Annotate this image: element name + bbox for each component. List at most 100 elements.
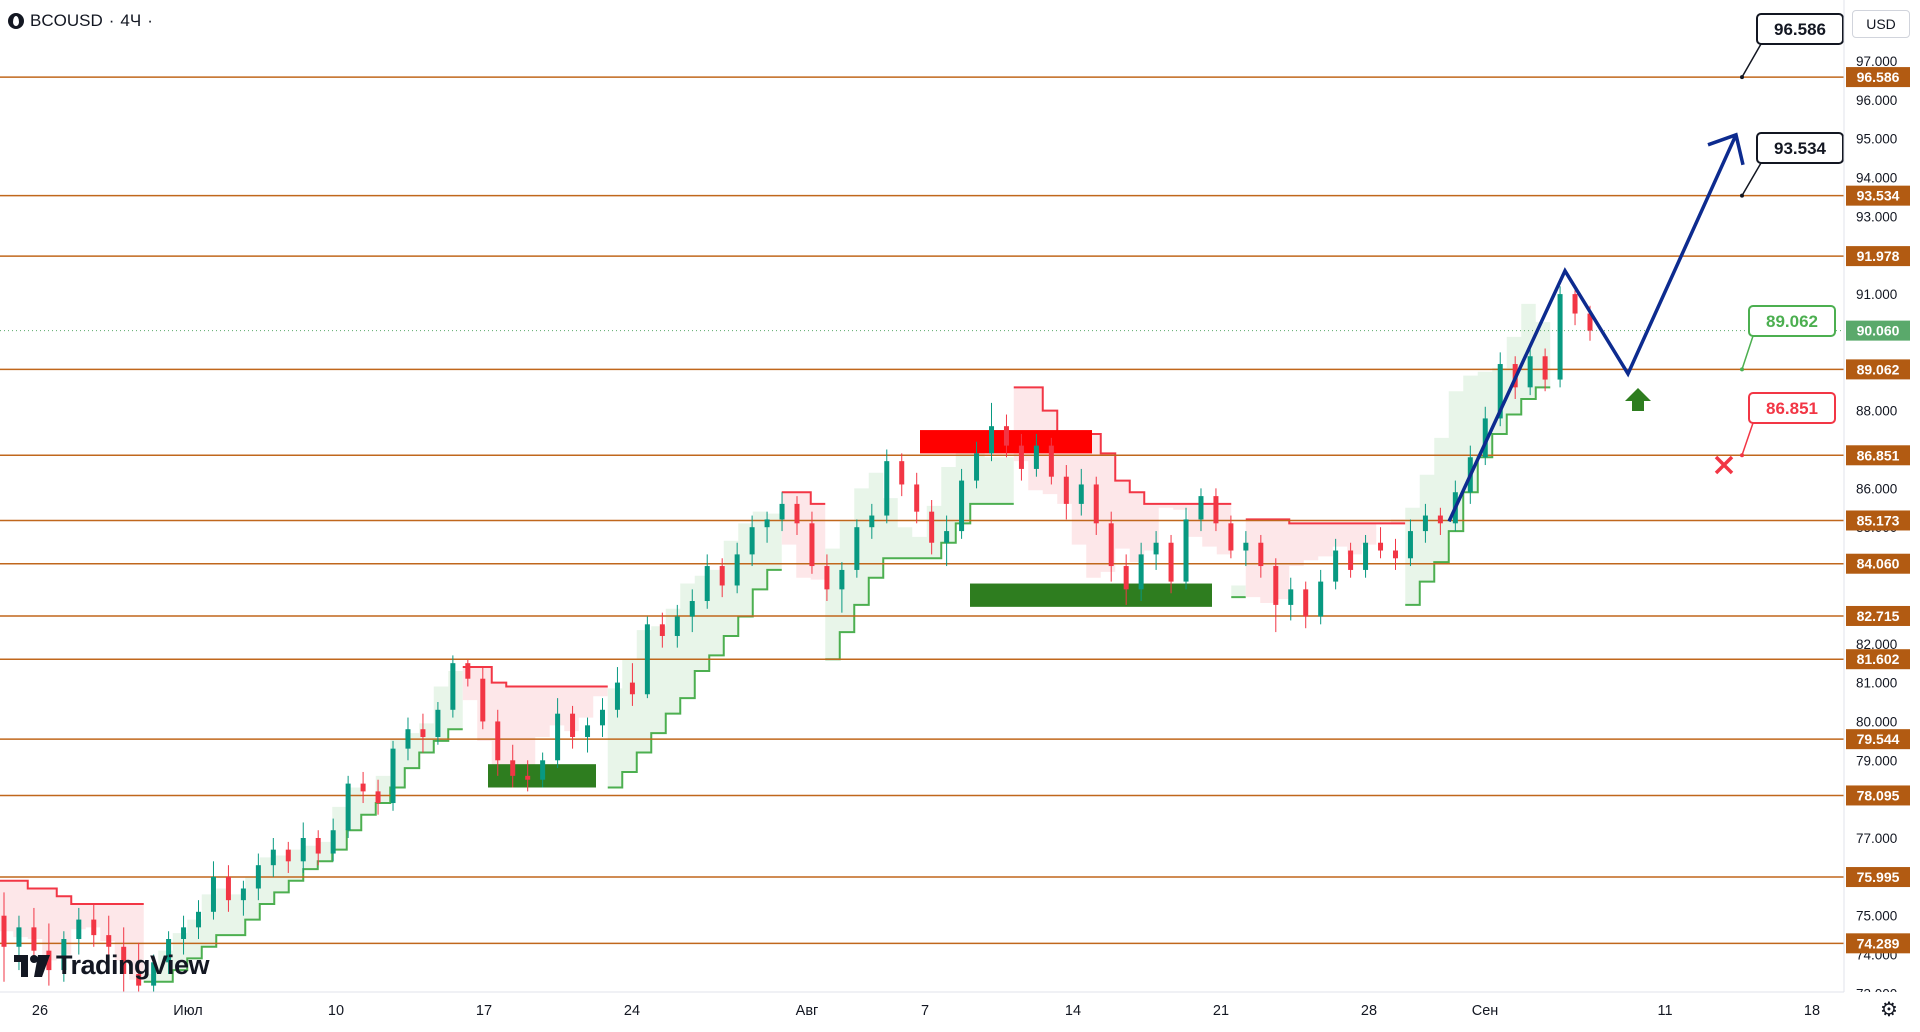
candle-body[interactable] xyxy=(779,503,785,520)
candle-body[interactable] xyxy=(540,760,546,780)
currency-button[interactable]: USD xyxy=(1852,10,1910,38)
candle-body[interactable] xyxy=(240,888,246,901)
candle-body[interactable] xyxy=(315,838,321,854)
candle-body[interactable] xyxy=(1018,445,1024,469)
candle-body[interactable] xyxy=(435,709,441,737)
candle-body[interactable] xyxy=(1542,356,1548,380)
candle-body[interactable] xyxy=(1093,484,1099,524)
candle-body[interactable] xyxy=(1363,542,1369,570)
candle-body[interactable] xyxy=(599,709,605,726)
callout-box[interactable] xyxy=(1748,305,1836,337)
candle-body[interactable] xyxy=(1153,542,1159,555)
candle-body[interactable] xyxy=(1048,445,1054,477)
candle-body[interactable] xyxy=(1527,356,1533,388)
level-axis-label[interactable] xyxy=(1846,445,1910,466)
candle-body[interactable] xyxy=(210,876,216,912)
level-axis-label[interactable] xyxy=(1846,510,1910,531)
candle-body[interactable] xyxy=(555,713,561,761)
level-axis-label[interactable] xyxy=(1846,359,1910,380)
candle-body[interactable] xyxy=(46,950,52,971)
candle-body[interactable] xyxy=(809,523,815,567)
candle-body[interactable] xyxy=(1587,313,1593,331)
candle-body[interactable] xyxy=(570,713,576,737)
candle-body[interactable] xyxy=(974,453,980,481)
candle-body[interactable] xyxy=(345,783,351,831)
candle-body[interactable] xyxy=(884,461,890,516)
level-axis-label[interactable] xyxy=(1846,67,1910,88)
candle-body[interactable] xyxy=(31,927,37,951)
candle-body[interactable] xyxy=(1078,484,1084,504)
candle-body[interactable] xyxy=(166,939,172,963)
candle-body[interactable] xyxy=(525,775,531,780)
candle-body[interactable] xyxy=(1303,589,1309,617)
candle-body[interactable] xyxy=(420,729,426,737)
candle-body[interactable] xyxy=(764,519,770,528)
candle-body[interactable] xyxy=(1378,542,1384,551)
candle-body[interactable] xyxy=(749,527,755,555)
candle-body[interactable] xyxy=(1198,496,1204,520)
timeframe-label[interactable]: 4Ч xyxy=(120,11,142,30)
candle-body[interactable] xyxy=(1003,426,1009,446)
candle-body[interactable] xyxy=(734,554,740,586)
candle-body[interactable] xyxy=(1168,542,1174,582)
time-axis[interactable] xyxy=(0,992,1920,1032)
candle-body[interactable] xyxy=(360,783,366,792)
candle-body[interactable] xyxy=(16,927,22,947)
candle-body[interactable] xyxy=(136,973,142,986)
candle-body[interactable] xyxy=(839,569,845,590)
candle-body[interactable] xyxy=(465,663,471,679)
level-axis-label[interactable] xyxy=(1846,246,1910,267)
candle-body[interactable] xyxy=(1228,523,1234,551)
candle-body[interactable] xyxy=(1183,519,1189,582)
candle-body[interactable] xyxy=(1138,554,1144,590)
candle-body[interactable] xyxy=(854,527,860,570)
candle-body[interactable] xyxy=(1392,550,1398,559)
candle-body[interactable] xyxy=(899,461,905,485)
tradingview-logo[interactable]: TradingView xyxy=(14,950,210,981)
candle-body[interactable] xyxy=(1318,581,1324,617)
level-axis-label[interactable] xyxy=(1846,729,1910,750)
candle-body[interactable] xyxy=(61,939,67,971)
level-axis-label[interactable] xyxy=(1846,867,1910,888)
candle-body[interactable] xyxy=(869,515,875,528)
candle-body[interactable] xyxy=(181,927,187,940)
candle-body[interactable] xyxy=(196,911,202,928)
candle-body[interactable] xyxy=(91,919,97,936)
projection-path[interactable] xyxy=(1447,134,1738,523)
candle-body[interactable] xyxy=(151,962,157,986)
candle-body[interactable] xyxy=(1108,523,1114,567)
candle-body[interactable] xyxy=(106,935,112,947)
level-axis-label[interactable] xyxy=(1846,785,1910,806)
candle-body[interactable] xyxy=(450,663,456,710)
callout-box[interactable] xyxy=(1748,392,1836,424)
candle-body[interactable] xyxy=(1348,550,1354,570)
gear-icon[interactable]: ⚙ xyxy=(1880,998,1898,1021)
callout-box[interactable] xyxy=(1756,132,1844,164)
candle-body[interactable] xyxy=(719,566,725,586)
candle-body[interactable] xyxy=(644,624,650,695)
candle-body[interactable] xyxy=(1288,589,1294,605)
candle-body[interactable] xyxy=(390,748,396,804)
candle-body[interactable] xyxy=(76,919,82,940)
candle-body[interactable] xyxy=(510,760,516,776)
level-axis-label[interactable] xyxy=(1846,605,1910,626)
candle-body[interactable] xyxy=(614,682,620,710)
last-price-axis-label[interactable] xyxy=(1846,320,1910,341)
candle-body[interactable] xyxy=(944,531,950,543)
candle-body[interactable] xyxy=(495,721,501,761)
candle-body[interactable] xyxy=(1437,515,1443,524)
candle-body[interactable] xyxy=(255,865,261,889)
level-axis-label[interactable] xyxy=(1846,649,1910,670)
candle-body[interactable] xyxy=(1333,550,1339,582)
candle-body[interactable] xyxy=(480,678,486,722)
candle-body[interactable] xyxy=(375,791,381,804)
candle-body[interactable] xyxy=(1033,445,1039,469)
candle-body[interactable] xyxy=(585,725,591,737)
candle-body[interactable] xyxy=(824,566,830,590)
candle-body[interactable] xyxy=(1273,566,1279,605)
candle-body[interactable] xyxy=(300,838,306,862)
candle-body[interactable] xyxy=(1407,531,1413,559)
candle-body[interactable] xyxy=(1063,476,1069,504)
candle-body[interactable] xyxy=(1497,364,1503,419)
